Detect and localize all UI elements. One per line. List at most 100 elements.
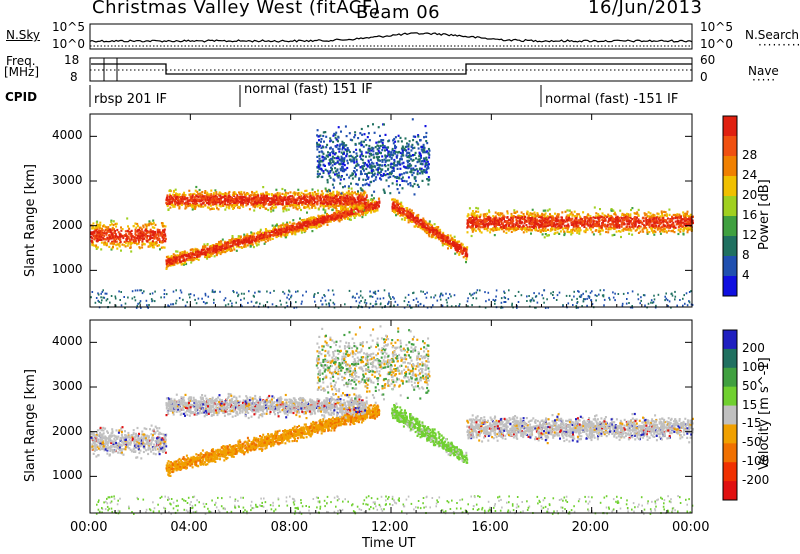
range-gate-cell	[336, 169, 339, 172]
range-gate-cell	[255, 242, 258, 245]
range-gate-cell	[418, 155, 421, 158]
range-gate-cell	[229, 204, 232, 207]
range-gate-cell	[356, 208, 359, 211]
range-gate-cell	[296, 198, 299, 202]
range-gate-cell	[257, 238, 259, 241]
range-gate-cell	[411, 174, 414, 177]
range-gate-cell	[276, 235, 278, 238]
range-gate-cell	[304, 221, 307, 224]
range-gate-cell	[104, 228, 107, 231]
range-gate-cell	[329, 157, 332, 161]
range-gate-cell	[352, 214, 355, 217]
range-gate-cell	[423, 150, 426, 153]
range-gate-cell	[288, 201, 291, 204]
range-gate-cell	[326, 212, 328, 216]
range-gate-cell	[187, 202, 190, 205]
range-gate-cell	[391, 198, 393, 201]
range-gate-cell	[334, 162, 337, 165]
range-gate-cell	[414, 151, 417, 154]
range-gate-cell	[335, 157, 338, 160]
range-gate-cell	[456, 249, 459, 252]
range-gate-cell	[172, 197, 175, 201]
range-gate-cell	[271, 237, 274, 240]
range-gate-cell	[400, 177, 403, 181]
range-gate-cell	[225, 206, 228, 209]
range-gate-cell	[334, 136, 337, 139]
range-gate-cell	[163, 235, 166, 238]
range-gate-cell	[399, 184, 401, 187]
range-gate-cell	[301, 202, 304, 205]
range-gate-cell	[352, 150, 355, 154]
range-gate-cell	[310, 218, 313, 221]
range-gate-cell	[242, 196, 245, 199]
range-gate-cell	[393, 164, 396, 167]
range-gate-cell	[337, 204, 340, 207]
range-gate-cell	[399, 136, 402, 139]
range-gate-cell	[239, 195, 242, 198]
range-gate-cell	[282, 230, 285, 233]
range-gate-cell	[149, 243, 152, 246]
range-gate-cell	[145, 225, 148, 228]
range-gate-cell	[422, 159, 424, 163]
range-gate-cell	[188, 199, 191, 202]
range-gate-cell	[373, 156, 376, 159]
range-gate-cell	[319, 197, 322, 200]
range-gate-cell	[311, 193, 314, 196]
range-gate-cell	[383, 191, 386, 194]
range-gate-cell	[244, 239, 247, 242]
range-gate-cell	[134, 232, 137, 235]
range-gate-cell	[231, 249, 233, 252]
range-gate-cell	[400, 207, 403, 210]
range-gate-cell	[322, 208, 325, 211]
range-gate-cell	[262, 234, 265, 237]
range-gate-cell	[174, 194, 176, 197]
range-gate-cell	[301, 226, 304, 229]
range-gate-cell	[177, 198, 179, 201]
range-gate-cell	[151, 236, 153, 240]
range-gate-cell	[146, 223, 149, 226]
range-gate-cell	[262, 186, 265, 189]
range-gate-cell	[230, 201, 233, 204]
range-gate-cell	[370, 164, 373, 167]
range-gate-cell	[408, 162, 411, 166]
range-gate-cell	[328, 197, 331, 200]
range-gate-cell	[266, 229, 269, 232]
range-gate-cell	[330, 218, 333, 221]
range-gate-cell	[256, 199, 259, 202]
range-gate-cell	[395, 183, 398, 186]
range-gate-cell	[379, 167, 382, 170]
range-gate-cell	[212, 244, 215, 247]
range-gate-cell	[142, 224, 145, 227]
range-gate-cell	[359, 154, 362, 157]
range-gate-cell	[426, 178, 429, 181]
range-gate-cell	[400, 212, 403, 215]
range-gate-cell	[189, 195, 192, 198]
range-gate-cell	[327, 172, 330, 175]
range-gate-cell	[108, 233, 111, 237]
range-gate-cell	[244, 245, 247, 248]
range-gate-cell	[219, 202, 222, 206]
range-gate-cell	[344, 200, 347, 203]
range-gate-cell	[407, 151, 409, 154]
range-gate-cell	[421, 145, 424, 148]
range-gate-cell	[165, 263, 168, 266]
range-gate-cell	[240, 202, 243, 205]
range-gate-cell	[404, 216, 407, 219]
range-gate-cell	[422, 217, 425, 220]
range-gate-cell	[161, 233, 164, 236]
range-gate-cell	[358, 194, 361, 197]
range-gate-cell	[134, 228, 137, 231]
range-gate-cell	[322, 134, 325, 138]
range-gate-cell	[341, 140, 344, 143]
range-gate-cell	[412, 168, 415, 171]
range-gate-cell	[172, 205, 175, 208]
range-gate-cell	[309, 196, 312, 200]
range-gate-cell	[358, 178, 360, 181]
range-gate-cell	[308, 200, 311, 203]
range-gate-cell	[248, 237, 251, 240]
range-gate-cell	[321, 156, 324, 159]
range-gate-cell	[446, 240, 449, 244]
range-gate-cell	[391, 147, 394, 151]
range-gate-cell	[460, 242, 463, 245]
range-gate-cell	[370, 166, 373, 169]
